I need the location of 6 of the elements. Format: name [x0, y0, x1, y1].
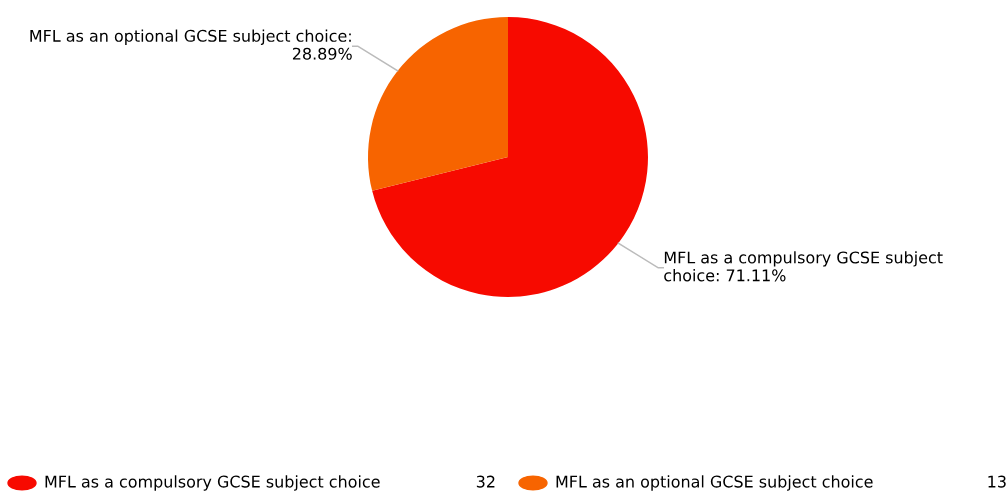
legend-label: MFL as a compulsory GCSE subject choice — [45, 475, 380, 491]
legend-label: MFL as an optional GCSE subject choice — [556, 475, 873, 491]
text: MFL as a compulsory GCSE subject choice: 71.11% — [664, 251, 943, 282]
data-label: 13 — [988, 475, 1006, 488]
data-label: 32 — [476, 475, 495, 488]
text: MFL as an optional GCSE subject choice: 28.89% — [30, 29, 352, 60]
